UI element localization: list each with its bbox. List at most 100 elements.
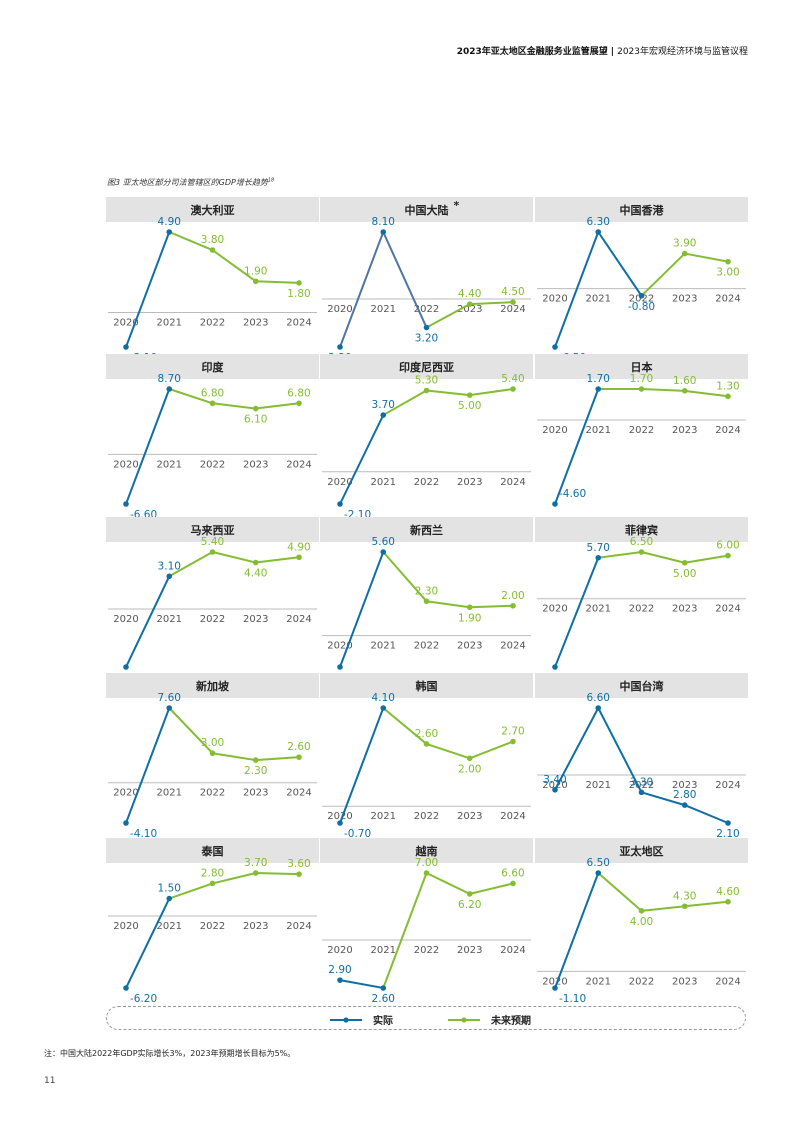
x-tick-label: 2023 [672, 294, 697, 305]
panel-header-bg [106, 517, 319, 542]
series-segment [425, 303, 471, 329]
series-segment [683, 804, 729, 824]
data-point [252, 559, 259, 566]
x-tick-label: 2020 [113, 788, 138, 799]
data-label: 7.00 [415, 857, 438, 869]
series-segment [339, 231, 385, 348]
data-point [681, 388, 688, 394]
panel-header-bg [320, 354, 533, 379]
data-label: 1.70 [630, 373, 653, 385]
series-segment [468, 882, 514, 895]
x-tick-label: 2024 [715, 294, 740, 305]
data-label: 6.60 [587, 692, 610, 704]
x-tick-label: 2022 [200, 788, 225, 799]
data-point [638, 908, 645, 914]
data-point [423, 598, 430, 605]
data-point [123, 820, 129, 826]
data-point [681, 559, 688, 566]
footnote: 注：中国大陆2022年GDP实际增长3%，2023年预期增长目标为5%。 [44, 1049, 296, 1058]
series-segment [125, 575, 171, 668]
data-label: 6.20 [458, 899, 481, 911]
data-label: 5.60 [372, 536, 395, 548]
data-point [209, 400, 216, 407]
panel-header-bg [535, 517, 748, 542]
data-point [595, 705, 602, 711]
data-label: 1.50 [158, 883, 181, 895]
x-tick-label: 2021 [586, 294, 611, 305]
series-segment [382, 707, 428, 745]
chart-panel-7: 马来西亚20202021202220232024-5.503.105.404.4… [106, 517, 319, 684]
series-segment [468, 388, 514, 397]
panel-header-bg [320, 197, 533, 222]
data-point [510, 880, 516, 887]
x-tick-label: 2022 [200, 614, 225, 625]
data-label: 4.90 [287, 541, 310, 553]
x-tick-label: 2023 [457, 811, 482, 822]
data-label: -4.10 [130, 828, 157, 840]
x-tick-label: 2024 [500, 811, 525, 822]
data-point [123, 344, 129, 350]
data-point [337, 977, 343, 983]
data-label: 1.60 [673, 375, 696, 387]
panel-header-bg [535, 673, 748, 698]
data-label: 6.60 [501, 867, 524, 879]
panel-title: 亚太地区 [620, 844, 664, 858]
data-label: 6.50 [630, 536, 653, 548]
series-segment [468, 740, 514, 760]
data-label: 6.30 [587, 216, 610, 228]
legend-forecast-label: 未来预期 [491, 1016, 531, 1027]
data-label: 1.70 [587, 373, 610, 385]
legend-forecast: 未来预期 [447, 1012, 531, 1027]
series-segment [168, 231, 214, 252]
series-segment [168, 388, 214, 405]
data-label: 3.30 [630, 776, 653, 788]
data-point [166, 386, 173, 392]
series-segment [339, 979, 385, 989]
series-segment [382, 231, 428, 329]
data-point [638, 789, 645, 796]
x-tick-label: 2020 [113, 921, 138, 932]
legend-actual-marker [330, 1016, 362, 1023]
data-label: 3.80 [201, 234, 224, 246]
x-tick-label: 2023 [457, 945, 482, 956]
data-label: 3.60 [287, 858, 310, 870]
data-point [423, 741, 430, 747]
panel-title: 中国台湾 [620, 679, 664, 693]
data-label: -1.10 [559, 993, 586, 1005]
data-point [166, 705, 173, 711]
x-tick-label: 2024 [500, 641, 525, 652]
data-point [466, 755, 473, 762]
legend-forecast-marker [448, 1016, 480, 1023]
series-segment [597, 707, 643, 794]
data-label: 2.80 [201, 867, 224, 879]
x-tick-label: 2021 [371, 477, 396, 488]
x-tick-label: 2023 [457, 641, 482, 652]
series-segment [683, 389, 729, 398]
panel-header-bg [535, 197, 748, 222]
series-segment [554, 872, 600, 989]
data-label: 8.70 [158, 373, 181, 385]
data-label: 3.70 [372, 399, 395, 411]
data-point [166, 573, 173, 580]
series-segment [425, 872, 471, 895]
data-point [209, 549, 216, 555]
series-segment [554, 707, 600, 791]
series-segment [339, 414, 385, 505]
series-segment [211, 551, 257, 564]
panel-title: 中国香港 [620, 203, 665, 217]
data-point [252, 278, 259, 285]
x-tick-label: 2022 [629, 604, 654, 615]
panel-title: 马来西亚 [191, 523, 235, 537]
data-point [552, 985, 558, 991]
chart-panel-2: 中国大陆*202020212022202320242.208.103.204.4… [320, 197, 533, 364]
data-label: 8.10 [372, 216, 395, 228]
data-label: 2.90 [328, 964, 351, 976]
x-tick-label: 2024 [500, 477, 525, 488]
x-tick-label: 2021 [586, 604, 611, 615]
data-point [423, 387, 430, 394]
panel-title: 菲律宾 [625, 523, 658, 537]
series-segment [554, 231, 600, 348]
x-tick-label: 2021 [157, 318, 182, 329]
x-tick-label: 2022 [414, 477, 439, 488]
